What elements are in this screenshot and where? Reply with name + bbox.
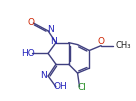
Text: O: O <box>28 17 35 27</box>
Text: N: N <box>50 37 57 46</box>
Text: Cl: Cl <box>77 83 86 92</box>
Text: O: O <box>98 37 105 46</box>
Text: OH: OH <box>54 82 68 91</box>
Text: N: N <box>40 71 47 80</box>
Text: HO: HO <box>22 49 35 58</box>
Text: CH₃: CH₃ <box>115 41 131 50</box>
Text: N: N <box>47 25 53 34</box>
